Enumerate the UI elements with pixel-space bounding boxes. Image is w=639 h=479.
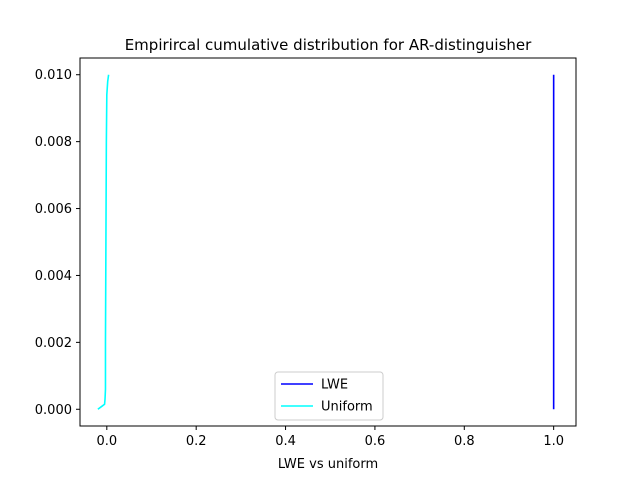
legend-label-lwe: LWE (321, 378, 348, 393)
chart-title: Empirircal cumulative distribution for A… (125, 36, 532, 54)
y-axis: 0.000 0.002 0.004 0.006 0.008 0.010 (35, 68, 80, 418)
x-tick-label: 0.8 (454, 434, 475, 449)
x-tick-label: 0.0 (96, 434, 117, 449)
series-line-uniform (97, 74, 110, 410)
legend: LWE Uniform (274, 371, 384, 421)
axes-frame (79, 57, 577, 427)
y-tick-label: 0.004 (35, 269, 72, 284)
x-tick-label: 0.2 (186, 434, 207, 449)
x-tick-label: 1.0 (543, 434, 564, 449)
x-tick-label: 0.6 (365, 434, 386, 449)
y-tick-label: 0.006 (35, 202, 72, 217)
y-tick-label: 0.000 (35, 403, 72, 418)
y-tick-label: 0.008 (35, 135, 72, 150)
plot-area (97, 74, 555, 410)
y-tick-label: 0.010 (35, 68, 72, 83)
x-axis-label: LWE vs uniform (278, 457, 378, 472)
x-tick-label: 0.4 (275, 434, 296, 449)
x-axis: 0.0 0.2 0.4 0.6 0.8 1.0 (96, 426, 564, 449)
y-tick-label: 0.002 (35, 336, 72, 351)
legend-label-uniform: Uniform (321, 400, 373, 415)
